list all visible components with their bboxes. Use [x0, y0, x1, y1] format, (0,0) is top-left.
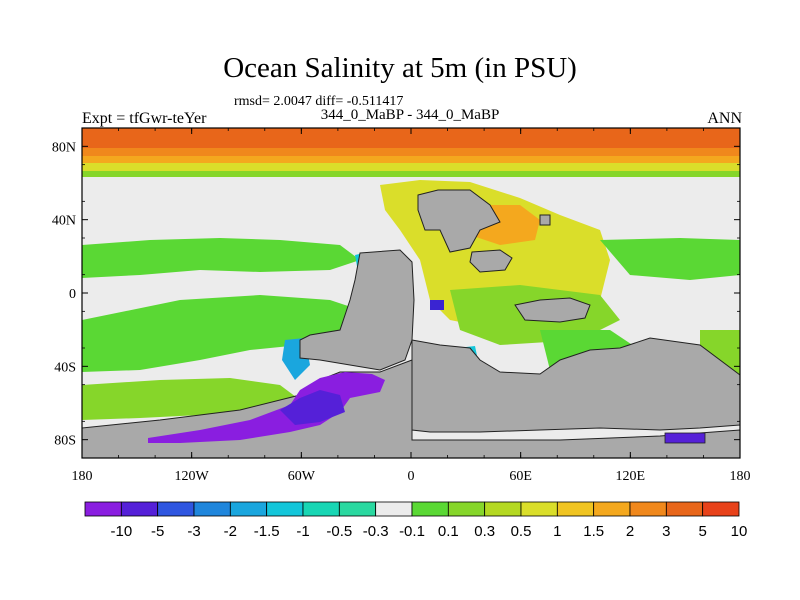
colorbar-swatch	[448, 502, 484, 516]
y-tick-label: 40N	[52, 214, 76, 229]
y-tick-label: 40S	[54, 360, 76, 375]
colorbar-label: -5	[151, 523, 164, 540]
colorbar-swatch	[85, 502, 121, 516]
x-tick-label: 180	[730, 469, 751, 484]
x-tick-label: 60E	[509, 469, 532, 484]
colorbar: -10 -5 -3 -2 -1.5 -1 -0.5 -0.3 -0.1 0.1 0.3 0.5 1 1.5…	[85, 502, 747, 540]
colorbar-label: -0.5	[326, 523, 352, 540]
colorbar-label: 3	[662, 523, 670, 540]
x-tick-label: 120E	[616, 469, 646, 484]
x-tick-label: 0	[408, 469, 415, 484]
colorbar-swatch	[485, 502, 521, 516]
colorbar-swatch	[557, 502, 593, 516]
colorbar-swatch	[267, 502, 303, 516]
colorbar-swatch	[339, 502, 375, 516]
colorbar-swatch	[521, 502, 557, 516]
colorbar-swatch	[194, 502, 230, 516]
colorbar-swatch	[230, 502, 266, 516]
colorbar-label: 10	[731, 523, 748, 540]
y-tick-label: 80N	[52, 140, 76, 155]
colorbar-swatch	[703, 502, 739, 516]
colorbar-label: 0.3	[474, 523, 495, 540]
colorbar-label: -10	[110, 523, 132, 540]
colorbar-label: 2	[626, 523, 634, 540]
colorbar-swatch	[666, 502, 702, 516]
colorbar-swatch	[412, 502, 448, 516]
y-tick-label: 0	[69, 287, 76, 302]
arctic-band-green	[82, 171, 740, 177]
colorbar-label: -1.5	[254, 523, 280, 540]
strong-negative-east	[665, 433, 705, 443]
land-small-island	[540, 215, 550, 225]
colorbar-label: -1	[296, 523, 309, 540]
colorbar-swatch	[376, 502, 412, 516]
x-tick-label: 60W	[288, 469, 316, 484]
colorbar-swatch	[121, 502, 157, 516]
colorbar-label: 1	[553, 523, 561, 540]
salinity-map: 180 120W 60W 0 60E 120E 180 80N40N040S80S -10-…	[0, 0, 800, 600]
colorbar-label: -3	[187, 523, 200, 540]
y-tick-label: 80S	[54, 434, 76, 449]
colorbar-label: -0.1	[399, 523, 425, 540]
colorbar-swatch	[594, 502, 630, 516]
arctic-band-yellow	[82, 163, 740, 172]
land-central-block	[470, 250, 512, 272]
colorbar-label: -0.3	[363, 523, 389, 540]
strong-negative-spot	[430, 300, 444, 310]
x-tick-label: 180	[72, 469, 93, 484]
colorbar-label: 1.5	[583, 523, 604, 540]
colorbar-label: 5	[698, 523, 706, 540]
x-tick-label: 120W	[175, 469, 210, 484]
colorbar-swatch	[303, 502, 339, 516]
colorbar-label: -2	[224, 523, 237, 540]
colorbar-label: 0.1	[438, 523, 459, 540]
colorbar-label: 0.5	[511, 523, 532, 540]
colorbar-swatch	[158, 502, 194, 516]
colorbar-swatch	[630, 502, 666, 516]
arctic-band-low	[82, 156, 740, 164]
